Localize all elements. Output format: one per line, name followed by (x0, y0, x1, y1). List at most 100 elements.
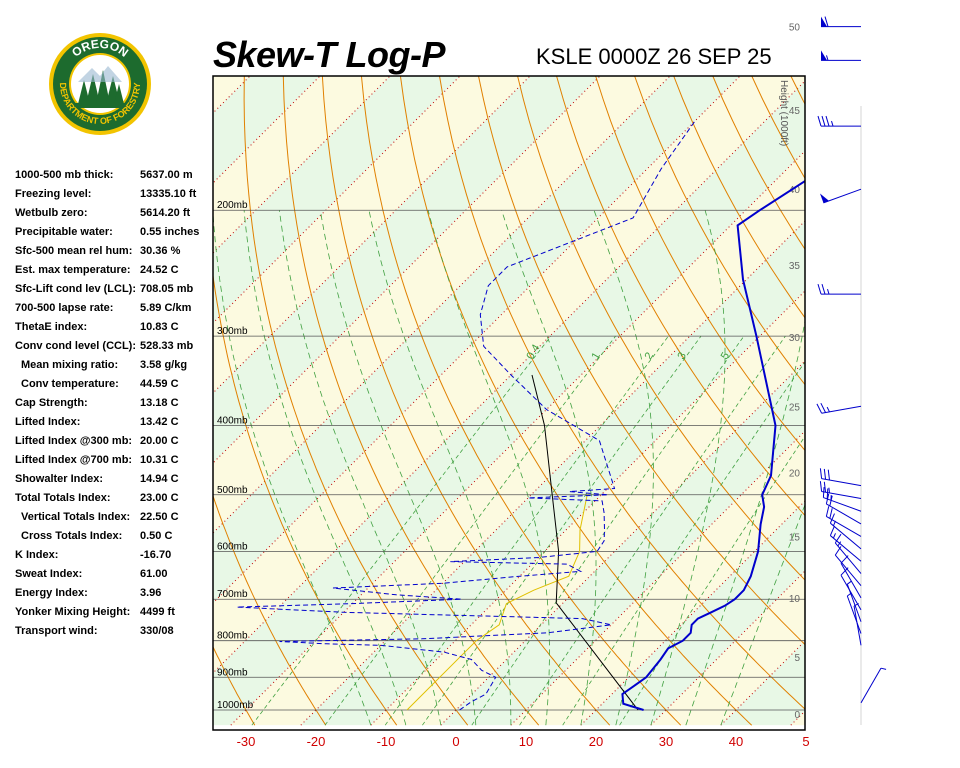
index-row: ThetaE index: 10.83 C (15, 321, 213, 340)
logo-text-top: OREGON (69, 37, 131, 60)
wind-barb-flag (829, 495, 833, 506)
pressure-label: 400mb (217, 415, 248, 426)
mixing-ratio-lines: 0.4 1 2 3 5 (251, 335, 805, 726)
index-row: Mean mixing ratio: 3.58 g/kg (15, 359, 213, 378)
height-axis-label: Height (1000ft) (778, 80, 789, 146)
height-tick-label: 5 (794, 653, 800, 664)
wind-barb (860, 667, 887, 704)
index-label: Wetbulb zero: (15, 207, 88, 219)
index-label: Yonker Mixing Height: (15, 606, 131, 618)
wind-barb (853, 603, 862, 646)
wind-barb (821, 16, 861, 28)
wind-barb (817, 115, 861, 127)
wind-barb-staff (821, 491, 862, 499)
temperature-tick-label: 10 (519, 734, 533, 749)
dry-adiabat (72, 0, 184, 725)
index-label: Sfc-500 mean rel hum: (15, 245, 133, 257)
wind-barb-staff (853, 605, 862, 646)
index-row: Vertical Totals Index: 22.50 C (15, 511, 213, 530)
index-label: Precipitable water: (15, 226, 113, 238)
index-value: 10.83 C (140, 321, 179, 333)
index-value: 5.89 C/km (140, 302, 192, 314)
index-value: 3.58 g/kg (140, 359, 188, 371)
moist-adiabat (368, 210, 512, 726)
index-row: Conv temperature: 44.59 C (15, 378, 213, 397)
index-row: Transport wind: 330/08 (15, 625, 213, 644)
virtual-temperature-line (406, 494, 588, 711)
index-row: Sfc-500 mean rel hum: 30.36 % (15, 245, 213, 264)
index-row: Conv cond level (CCL): 528.33 mb (15, 340, 213, 359)
mixing-ratio-line (324, 335, 616, 726)
index-label: Transport wind: (15, 625, 98, 637)
index-value: 4499 ft (140, 606, 175, 618)
index-row: Energy Index: 3.96 (15, 587, 213, 606)
height-tick-label: 20 (789, 469, 801, 480)
moist-adiabat (243, 210, 407, 726)
wind-barb-half-flag (828, 487, 830, 493)
pressure-label: 200mb (217, 200, 248, 211)
wind-barb-flag (840, 567, 849, 576)
index-row: Sfc-Lift cond lev (LCL): 708.05 mb (15, 283, 213, 302)
chart-title: Skew-T Log-P (213, 34, 446, 75)
parcel-path-line (531, 374, 639, 711)
wind-barb (821, 50, 861, 61)
mixing-ratio-label: 5 (719, 350, 732, 361)
index-value: 13.42 C (140, 416, 179, 428)
wind-barb-half-flag (880, 667, 887, 670)
index-label: Total Totals Index: (15, 492, 111, 504)
wind-barb-half-flag (853, 603, 859, 607)
index-value: 5637.00 m (140, 169, 193, 181)
index-value: 30.36 % (140, 245, 181, 257)
index-row: Lifted Index @700 mb: 10.31 C (15, 454, 213, 473)
index-value: -16.70 (140, 549, 172, 561)
wind-barb-half-flag (847, 592, 852, 597)
wind-barb-half-flag (826, 55, 829, 61)
isotherm-band (790, 710, 805, 726)
wind-barbs (816, 16, 887, 725)
index-label: Sweat Index: (15, 568, 83, 580)
wind-barb-flag (827, 469, 830, 481)
wind-barb-flag (829, 508, 833, 519)
index-label: Conv temperature: (21, 378, 119, 390)
index-label: Showalter Index: (15, 473, 104, 485)
height-tick-label: 30 (789, 333, 801, 344)
index-row: Lifted Index @300 mb: 20.00 C (15, 435, 213, 454)
temperature-tick-label: -30 (237, 734, 256, 749)
wind-barb-staff (846, 583, 862, 622)
index-row: Lifted Index: 13.42 C (15, 416, 213, 435)
wind-barb-pennant (821, 16, 827, 27)
pressure-label: 700mb (217, 589, 248, 600)
pressure-label: 500mb (217, 485, 248, 496)
wind-barb-staff (840, 562, 862, 599)
moist-adiabat (320, 210, 477, 726)
index-label: Sfc-Lift cond lev (LCL): (15, 283, 136, 295)
dry-adiabat (439, 76, 805, 710)
moist-adiabat (213, 210, 372, 726)
pressure-label: 300mb (217, 326, 248, 337)
isotherm-band (580, 500, 805, 726)
wind-barb-flag (826, 488, 829, 499)
temperature-tick-label: -20 (307, 734, 326, 749)
index-row: Total Totals Index: 23.00 C (15, 492, 213, 511)
wind-barb-flag (821, 115, 826, 127)
index-row: Est. max temperature: 24.52 C (15, 264, 213, 283)
wind-barb-pennant (821, 50, 827, 61)
index-value: 528.33 mb (140, 340, 194, 352)
isotherm-line (0, 0, 224, 725)
moist-adiabat (279, 210, 442, 726)
index-row: K Index: -16.70 (15, 549, 213, 568)
temperature-tick-label: 5 (802, 734, 809, 749)
wind-barb-flag (822, 487, 825, 498)
mixing-ratio-label: 1 (590, 350, 603, 361)
wind-barb (834, 546, 862, 587)
isotherm-band (213, 76, 321, 183)
moist-adiabat (593, 210, 654, 726)
wind-barb (819, 481, 862, 499)
dry-adiabat (282, 76, 540, 726)
mixing-ratio-line (384, 335, 669, 726)
wind-barb-half-flag (831, 120, 834, 127)
sounding-profiles (236, 120, 805, 711)
index-value: 22.50 C (140, 511, 179, 523)
dry-adiabat (477, 76, 805, 646)
wind-barb-flag (824, 16, 829, 27)
